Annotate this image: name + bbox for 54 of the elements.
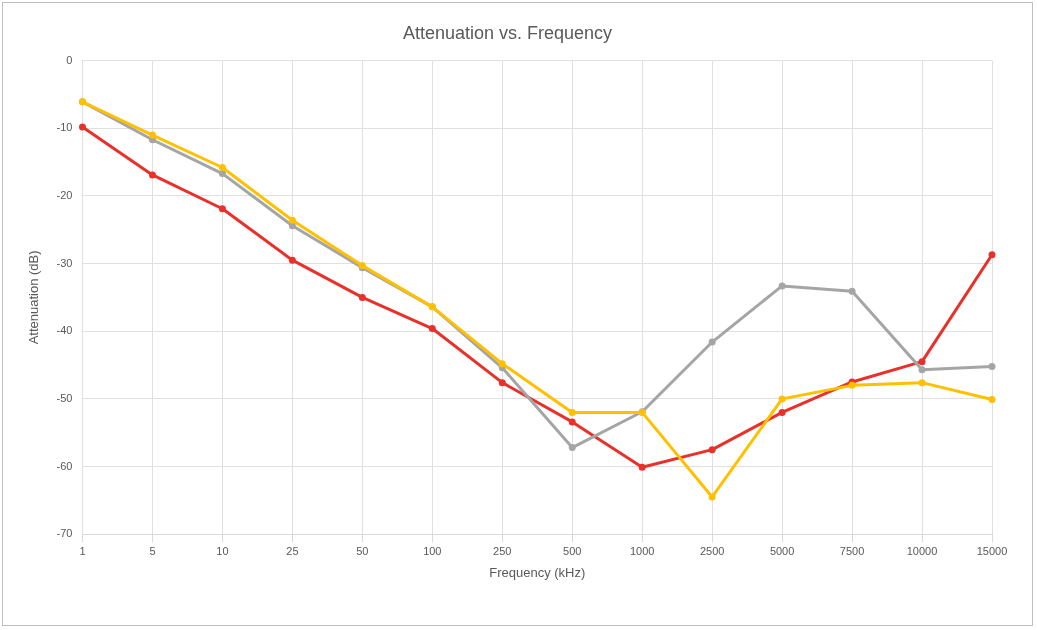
point (498, 379, 506, 387)
point (988, 396, 996, 404)
x-tick-label: 5000 (769, 544, 795, 557)
x-tick-label: 7500 (839, 544, 865, 557)
x-tick-label: 250 (493, 544, 512, 557)
x-tick-label: 1000 (629, 544, 655, 557)
point (568, 408, 576, 416)
x-tick-label: 100 (423, 544, 442, 557)
y-tick-label: -10 (56, 121, 73, 134)
y-tick-label: -50 (56, 391, 73, 404)
point (988, 362, 996, 370)
point (638, 463, 646, 471)
point (79, 123, 86, 131)
y-tick-label: -40 (56, 324, 73, 337)
y-tick-label: 0 (66, 53, 73, 66)
point (918, 366, 926, 374)
point (148, 171, 156, 179)
point (218, 170, 226, 178)
y-tick-label: -20 (56, 188, 73, 201)
point (708, 446, 716, 454)
point (918, 358, 926, 366)
chart-title: Attenuation vs. Frequency (402, 22, 613, 43)
point (988, 251, 996, 259)
point (568, 444, 576, 452)
point (498, 360, 506, 368)
y-axis-title: Attenuation (dB) (26, 250, 42, 345)
point (358, 293, 366, 301)
point (778, 282, 786, 290)
x-tick-label: 15000 (976, 544, 1008, 557)
y-tick-label: -60 (56, 459, 73, 472)
point (778, 395, 786, 403)
point (918, 379, 926, 387)
point (848, 287, 856, 295)
point (218, 205, 226, 213)
x-tick-label: 500 (563, 544, 582, 557)
point (708, 493, 716, 501)
point (428, 325, 436, 333)
point (288, 216, 296, 224)
x-tick-label: 10000 (906, 544, 938, 557)
point (148, 131, 156, 139)
x-tick-label: 1 (79, 544, 86, 557)
point (288, 256, 296, 264)
y-tick-label: -70 (56, 527, 73, 540)
x-tick-label: 5 (149, 544, 156, 557)
y-tick-label: -30 (56, 256, 73, 269)
x-tick-label: 10 (216, 544, 229, 557)
x-tick-label: 2500 (699, 544, 725, 557)
x-axis-title: Frequency (kHz) (489, 564, 586, 580)
point (218, 164, 226, 171)
point (568, 418, 576, 426)
x-tick-label: 50 (356, 544, 369, 557)
point (778, 408, 786, 416)
point (708, 338, 716, 346)
x-tick-label: 25 (286, 544, 299, 557)
